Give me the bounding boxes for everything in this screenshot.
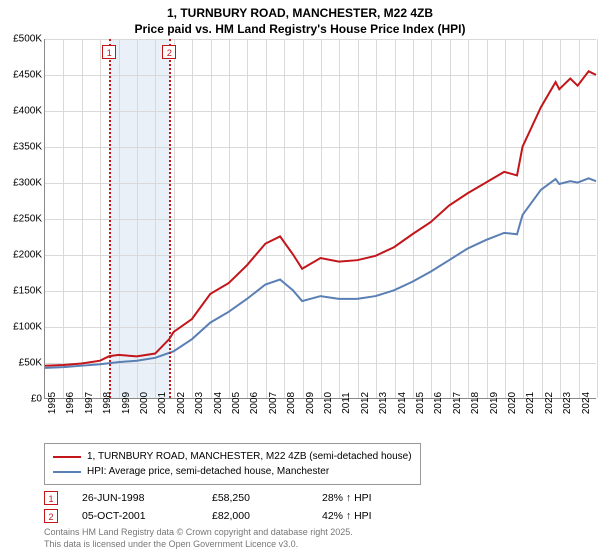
sale-marker-line — [169, 39, 171, 398]
series-price_paid — [45, 71, 596, 365]
sale-row: 1 26-JUN-1998£58,25028% ↑ HPI — [44, 491, 592, 505]
x-tick-label: 2016 — [433, 392, 444, 414]
legend-box: 1, TURNBURY ROAD, MANCHESTER, M22 4ZB (s… — [44, 443, 421, 485]
title-line-2: Price paid vs. HM Land Registry's House … — [0, 22, 600, 38]
y-tick-label: £100K — [13, 322, 42, 333]
gridline-v — [597, 39, 598, 398]
x-tick-label: 2017 — [452, 392, 463, 414]
x-tick-label: 2007 — [268, 392, 279, 414]
sale-row: 2 05-OCT-2001£82,00042% ↑ HPI — [44, 509, 592, 523]
sale-marker-line — [109, 39, 111, 398]
x-axis: 1995199619971998199920002001200220032004… — [44, 399, 596, 439]
y-tick-label: £450K — [13, 70, 42, 81]
sale-date: 05-OCT-2001 — [82, 510, 212, 522]
title-line-1: 1, TURNBURY ROAD, MANCHESTER, M22 4ZB — [0, 6, 600, 22]
x-tick-label: 2008 — [286, 392, 297, 414]
plot-area: 12 — [44, 39, 596, 399]
chart-area: £0 £50K £100K £150K £200K £250K £300K £350K £400… — [0, 39, 600, 439]
sales-table: 1 26-JUN-1998£58,25028% ↑ HPI 2 05-OCT-2001… — [44, 491, 592, 523]
x-tick-label: 2019 — [489, 392, 500, 414]
footer-line-1: Contains HM Land Registry data © Crown c… — [44, 527, 592, 539]
y-tick-label: £500K — [13, 34, 42, 45]
legend: 1, TURNBURY ROAD, MANCHESTER, M22 4ZB (s… — [44, 443, 592, 485]
x-tick-label: 1997 — [84, 392, 95, 414]
x-tick-label: 2012 — [360, 392, 371, 414]
x-tick-label: 2021 — [525, 392, 536, 414]
x-tick-label: 2003 — [194, 392, 205, 414]
sale-diff: 42% ↑ HPI — [322, 510, 432, 522]
line-layer — [45, 39, 596, 398]
x-tick-label: 2006 — [249, 392, 260, 414]
sale-price: £82,000 — [212, 510, 322, 522]
x-tick-label: 2004 — [213, 392, 224, 414]
y-tick-label: £200K — [13, 250, 42, 261]
legend-row: HPI: Average price, semi-detached house,… — [53, 464, 412, 479]
x-tick-label: 2010 — [323, 392, 334, 414]
y-axis: £0£50K£100K£150K£200K£250K£300K£350K£400… — [0, 39, 44, 399]
y-tick-label: £300K — [13, 178, 42, 189]
y-tick-label: £0 — [31, 394, 42, 405]
footer-line-2: This data is licensed under the Open Gov… — [44, 539, 592, 551]
sale-index-box: 1 — [44, 491, 58, 505]
x-tick-label: 1996 — [65, 392, 76, 414]
legend-label: 1, TURNBURY ROAD, MANCHESTER, M22 4ZB (s… — [87, 449, 412, 464]
x-tick-label: 2018 — [470, 392, 481, 414]
x-tick-label: 2001 — [157, 392, 168, 414]
x-tick-label: 2023 — [562, 392, 573, 414]
footer: Contains HM Land Registry data © Crown c… — [44, 527, 592, 550]
series-hpi — [45, 178, 596, 368]
x-tick-label: 2011 — [341, 392, 352, 414]
x-tick-label: 2005 — [231, 392, 242, 414]
sale-price: £58,250 — [212, 492, 322, 504]
sale-date: 26-JUN-1998 — [82, 492, 212, 504]
y-tick-label: £350K — [13, 142, 42, 153]
y-tick-label: £50K — [19, 358, 42, 369]
y-tick-label: £400K — [13, 106, 42, 117]
x-tick-label: 2013 — [378, 392, 389, 414]
x-tick-label: 2002 — [176, 392, 187, 414]
x-tick-label: 2000 — [139, 392, 150, 414]
sale-index-box: 2 — [44, 509, 58, 523]
x-tick-label: 2015 — [415, 392, 426, 414]
x-tick-label: 2020 — [507, 392, 518, 414]
legend-swatch — [53, 471, 81, 473]
x-tick-label: 1995 — [47, 392, 58, 414]
x-tick-label: 1998 — [102, 392, 113, 414]
sale-marker-box: 2 — [162, 45, 176, 59]
chart-title-block: 1, TURNBURY ROAD, MANCHESTER, M22 4ZB Pr… — [0, 0, 600, 39]
x-tick-label: 2024 — [581, 392, 592, 414]
y-tick-label: £250K — [13, 214, 42, 225]
x-tick-label: 2009 — [305, 392, 316, 414]
x-tick-label: 2014 — [397, 392, 408, 414]
sale-diff: 28% ↑ HPI — [322, 492, 432, 504]
sale-marker-box: 1 — [102, 45, 116, 59]
x-tick-label: 2022 — [544, 392, 555, 414]
legend-label: HPI: Average price, semi-detached house,… — [87, 464, 329, 479]
y-tick-label: £150K — [13, 286, 42, 297]
legend-row: 1, TURNBURY ROAD, MANCHESTER, M22 4ZB (s… — [53, 449, 412, 464]
x-tick-label: 1999 — [121, 392, 132, 414]
legend-swatch — [53, 456, 81, 458]
